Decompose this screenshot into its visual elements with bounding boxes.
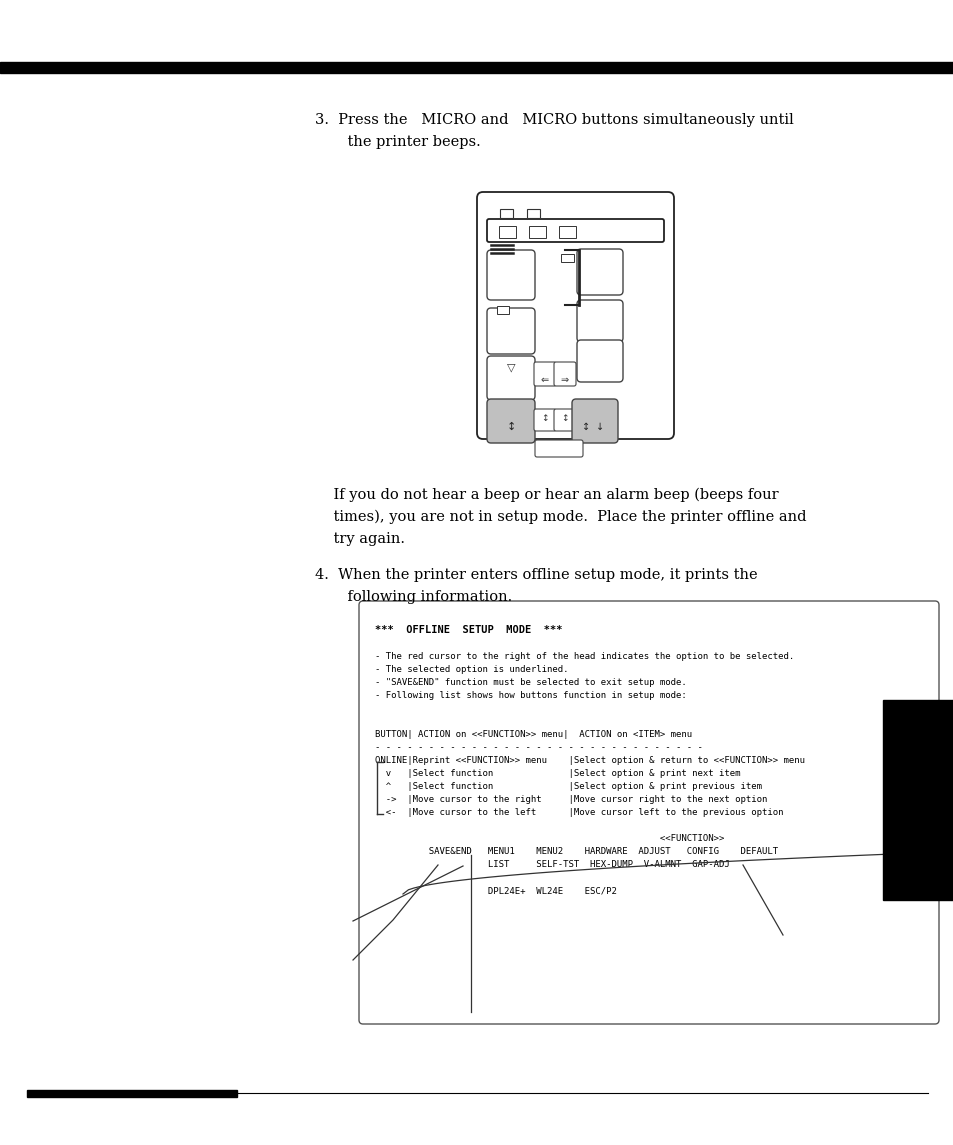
- Text: ⇒: ⇒: [560, 376, 569, 385]
- Bar: [498, 226, 516, 238]
- Text: times), you are not in setup mode.  Place the printer offline and: times), you are not in setup mode. Place…: [314, 510, 805, 524]
- FancyBboxPatch shape: [534, 362, 556, 386]
- Text: v   |Select function              |Select option & print next item: v |Select function |Select option & prin…: [375, 769, 740, 777]
- Text: <-  |Move cursor to the left      |Move cursor left to the previous option: <- |Move cursor to the left |Move cursor…: [375, 808, 782, 818]
- Text: ONLINE|Reprint <<FUNCTION>> menu    |Select option & return to <<FUNCTION>> menu: ONLINE|Reprint <<FUNCTION>> menu |Select…: [375, 756, 804, 765]
- Text: LIST     SELF-TST  HEX-DUMP  V-ALMNT  GAP-ADJ: LIST SELF-TST HEX-DUMP V-ALMNT GAP-ADJ: [375, 860, 729, 869]
- Text: - Following list shows how buttons function in setup mode:: - Following list shows how buttons funct…: [375, 690, 686, 700]
- Bar: [558, 226, 576, 238]
- Text: ***  OFFLINE  SETUP  MODE  ***: *** OFFLINE SETUP MODE ***: [375, 625, 562, 635]
- Text: DPL24E+  WL24E    ESC/P2: DPL24E+ WL24E ESC/P2: [375, 886, 617, 895]
- Bar: [560, 254, 574, 262]
- FancyBboxPatch shape: [486, 308, 535, 354]
- Text: following information.: following information.: [329, 590, 512, 605]
- Text: - - - - - - - - - - - - - - - - - - - - - - - - - - - - - - -: - - - - - - - - - - - - - - - - - - - - …: [375, 743, 702, 752]
- Text: 4.  When the printer enters offline setup mode, it prints the: 4. When the printer enters offline setup…: [314, 568, 757, 582]
- Text: ▽: ▽: [506, 362, 515, 372]
- FancyBboxPatch shape: [577, 300, 622, 342]
- FancyBboxPatch shape: [486, 398, 535, 443]
- Text: - The selected option is underlined.: - The selected option is underlined.: [375, 665, 568, 674]
- Bar: [0, 62, 953, 73]
- Text: SAVE&END   MENU1    MENU2    HARDWARE  ADJUST   CONFIG    DEFAULT: SAVE&END MENU1 MENU2 HARDWARE ADJUST CON…: [375, 847, 778, 856]
- FancyBboxPatch shape: [535, 440, 582, 457]
- FancyBboxPatch shape: [534, 409, 556, 431]
- Text: <<FUNCTION>>: <<FUNCTION>>: [375, 834, 723, 843]
- FancyBboxPatch shape: [577, 248, 622, 295]
- FancyBboxPatch shape: [476, 192, 673, 439]
- FancyBboxPatch shape: [486, 219, 663, 242]
- Text: - "SAVE&END" function must be selected to exit setup mode.: - "SAVE&END" function must be selected t…: [375, 678, 686, 687]
- Text: the printer beeps.: the printer beeps.: [329, 135, 480, 149]
- Text: ^   |Select function              |Select option & print previous item: ^ |Select function |Select option & prin…: [375, 782, 761, 791]
- Bar: [882, 700, 953, 900]
- Text: ↕: ↕: [540, 414, 548, 423]
- Text: ->  |Move cursor to the right     |Move cursor right to the next option: -> |Move cursor to the right |Move curso…: [375, 795, 766, 804]
- FancyBboxPatch shape: [572, 398, 618, 443]
- FancyBboxPatch shape: [554, 362, 576, 386]
- Text: ↕: ↕: [506, 423, 516, 432]
- Text: ↕: ↕: [560, 414, 568, 423]
- Text: try again.: try again.: [314, 532, 405, 546]
- Bar: [499, 210, 513, 218]
- Text: - The red cursor to the right of the head indicates the option to be selected.: - The red cursor to the right of the hea…: [375, 652, 794, 661]
- Text: BUTTON| ACTION on <<FUNCTION>> menu|  ACTION on <ITEM> menu: BUTTON| ACTION on <<FUNCTION>> menu| ACT…: [375, 731, 691, 739]
- Bar: [529, 226, 545, 238]
- Bar: [526, 210, 539, 218]
- Text: ↕: ↕: [581, 423, 590, 432]
- Bar: [27, 1090, 236, 1097]
- Text: ⇐: ⇐: [540, 376, 549, 385]
- FancyBboxPatch shape: [486, 250, 535, 300]
- FancyBboxPatch shape: [577, 340, 622, 382]
- Bar: [497, 306, 509, 314]
- Text: If you do not hear a beep or hear an alarm beep (beeps four: If you do not hear a beep or hear an ala…: [314, 488, 778, 503]
- FancyBboxPatch shape: [486, 356, 535, 400]
- Text: ↓: ↓: [596, 423, 603, 432]
- FancyBboxPatch shape: [554, 409, 576, 431]
- FancyBboxPatch shape: [358, 601, 938, 1024]
- Text: 3.  Press the   MICRO and   MICRO buttons simultaneously until: 3. Press the MICRO and MICRO buttons sim…: [314, 113, 793, 127]
